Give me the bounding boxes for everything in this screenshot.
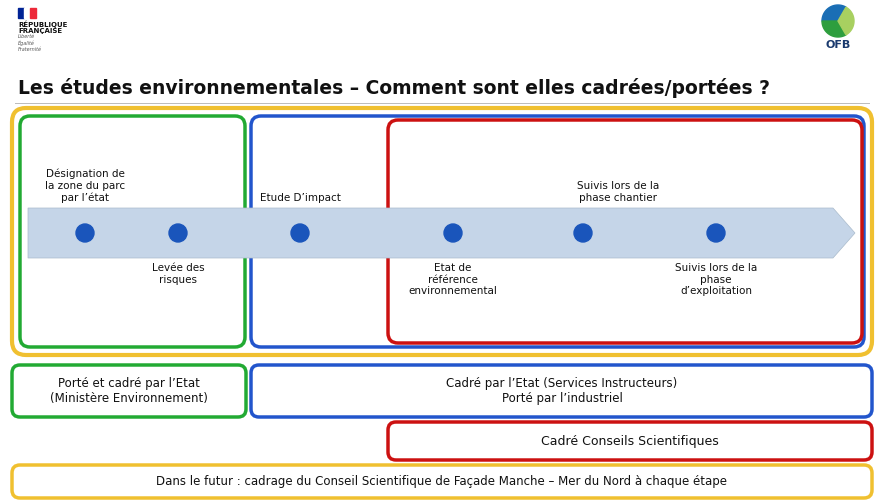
- Text: Porté et cadré par l’Etat
(Ministère Environnement): Porté et cadré par l’Etat (Ministère Env…: [50, 377, 208, 405]
- Text: Désignation de
la zone du parc
par l’état: Désignation de la zone du parc par l’éta…: [45, 168, 125, 203]
- Text: Levée des
risques: Levée des risques: [152, 263, 204, 284]
- Text: Dans le futur : cadrage du Conseil Scientifique de Façade Manche – Mer du Nord à: Dans le futur : cadrage du Conseil Scien…: [156, 475, 728, 488]
- Polygon shape: [822, 5, 846, 21]
- Text: Suivis lors de la
phase chantier: Suivis lors de la phase chantier: [577, 182, 659, 203]
- Text: Suivis lors de la
phase
d’exploitation: Suivis lors de la phase d’exploitation: [674, 263, 757, 296]
- Circle shape: [291, 224, 309, 242]
- Text: Les études environnementales – Comment sont elles cadrées/portées ?: Les études environnementales – Comment s…: [18, 78, 770, 98]
- Bar: [18, 8, 24, 18]
- FancyBboxPatch shape: [388, 120, 862, 343]
- Circle shape: [707, 224, 725, 242]
- Text: RÉPUBLIQUE
FRANÇAISE: RÉPUBLIQUE FRANÇAISE: [18, 20, 67, 34]
- Text: Etude D’impact: Etude D’impact: [260, 193, 340, 203]
- Text: Liberté
Égalité
Fraternité: Liberté Égalité Fraternité: [18, 34, 42, 52]
- Text: Cadré Conseils Scientifiques: Cadré Conseils Scientifiques: [541, 434, 719, 448]
- Text: Cadré par l’Etat (Services Instructeurs)
Porté par l’industriel: Cadré par l’Etat (Services Instructeurs)…: [446, 377, 678, 405]
- Text: Etat de
référence
environnemental: Etat de référence environnemental: [408, 263, 498, 296]
- Bar: [30, 8, 36, 18]
- Circle shape: [76, 224, 94, 242]
- Circle shape: [444, 224, 462, 242]
- Bar: [24, 8, 30, 18]
- Text: OFB: OFB: [826, 40, 850, 50]
- Polygon shape: [28, 208, 855, 258]
- Circle shape: [574, 224, 592, 242]
- Circle shape: [169, 224, 187, 242]
- Polygon shape: [838, 7, 854, 35]
- Polygon shape: [822, 21, 846, 37]
